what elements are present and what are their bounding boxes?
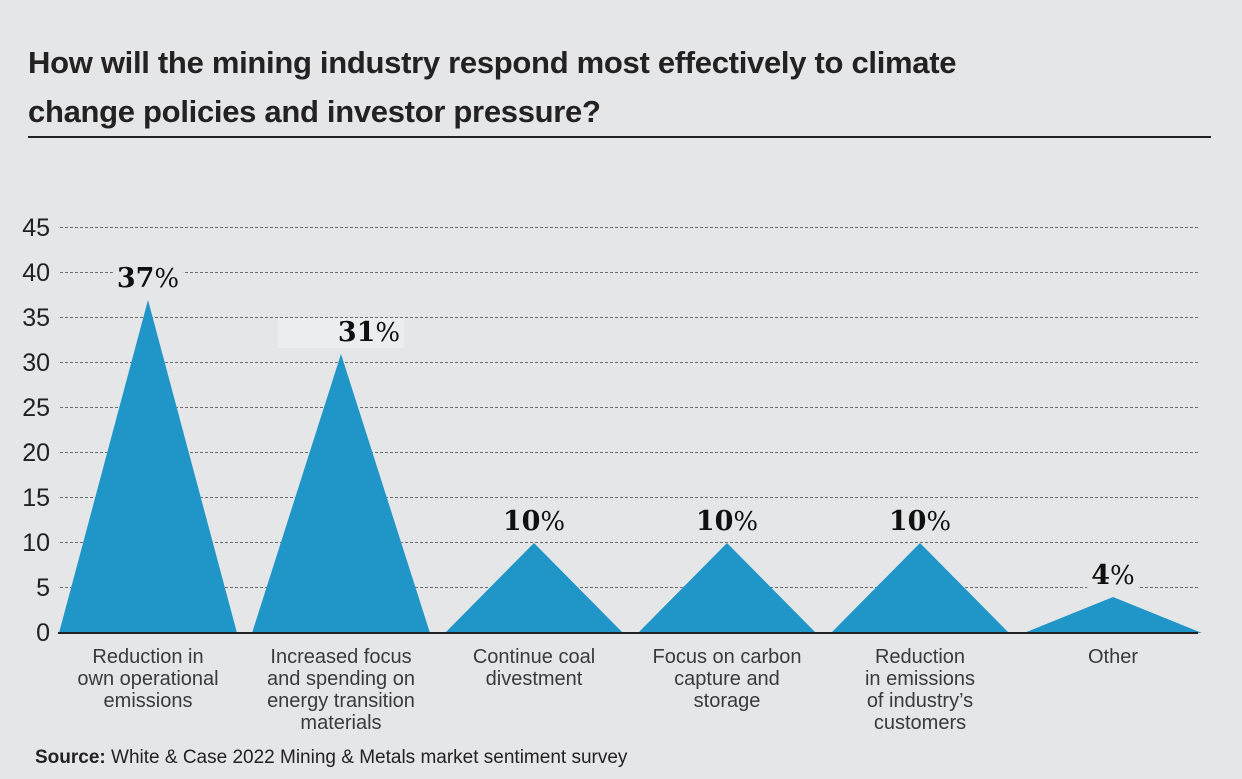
y-axis-tick-label: 20 [22,439,50,467]
value-percent-sign: % [540,507,566,537]
value-number: 10 [888,506,927,537]
y-axis-tick-label: 25 [22,394,50,422]
category-label: Reduction in own operational emissions [77,646,219,712]
peak-triangle [252,354,430,633]
gridline [60,452,1198,453]
y-axis-tick-label: 30 [22,349,50,377]
source-label: Source: [35,747,106,768]
value-number: 10 [502,506,541,537]
value-percent-sign: % [926,507,952,537]
value-percent-sign: % [733,507,759,537]
value-label: 4% [1087,561,1139,591]
value-label: 31% [277,317,405,348]
x-axis-line [58,632,1198,634]
page-title: How will the mining industry respond mos… [28,38,1138,136]
peak-triangle [1024,597,1202,633]
y-axis-tick-label: 0 [36,619,50,647]
category-label: Focus on carbon capture and storage [652,646,802,712]
peak-triangle [831,543,1009,633]
value-number: 37 [116,263,155,294]
gridline [60,272,1198,273]
peak-triangle [638,543,816,633]
gridline [60,407,1198,408]
y-axis-tick-label: 40 [22,259,50,287]
value-percent-sign: % [1110,561,1135,591]
value-label: 10% [498,506,570,537]
category-label: Other [1087,646,1139,668]
y-axis-tick-label: 35 [22,304,50,332]
value-number: 4 [1091,560,1111,591]
gridline [60,587,1198,588]
gridline [60,542,1198,543]
peak-triangle [59,300,237,633]
title-divider [28,136,1211,138]
gridline [60,317,1198,318]
peak-triangle [445,543,623,633]
value-percent-sign: % [154,264,180,294]
value-label: 10% [691,506,763,537]
value-number: 10 [695,506,734,537]
category-label: Continue coal divestment [472,646,596,690]
value-label: 10% [884,506,956,537]
y-axis-tick-label: 5 [36,574,50,602]
gridline [60,227,1198,228]
y-axis-tick-label: 15 [22,484,50,512]
source-text: White & Case 2022 Mining & Metals market… [105,747,628,768]
value-number: 31 [337,317,376,348]
category-label: Increased focus and spending on energy t… [267,646,415,734]
value-percent-sign: % [375,318,401,348]
y-axis-tick-label: 10 [22,529,50,557]
gridline [60,497,1198,498]
value-label: 37% [112,263,184,294]
gridline [60,362,1198,363]
page-title-line-2: change policies and investor pressure? [28,94,601,129]
page-title-line-1: How will the mining industry respond mos… [28,45,957,80]
y-axis-tick-label: 45 [22,214,50,242]
category-label: Reduction in emissions of industry’s cus… [864,646,976,734]
source-line: Source: White & Case 2022 Mining & Metal… [35,746,627,770]
